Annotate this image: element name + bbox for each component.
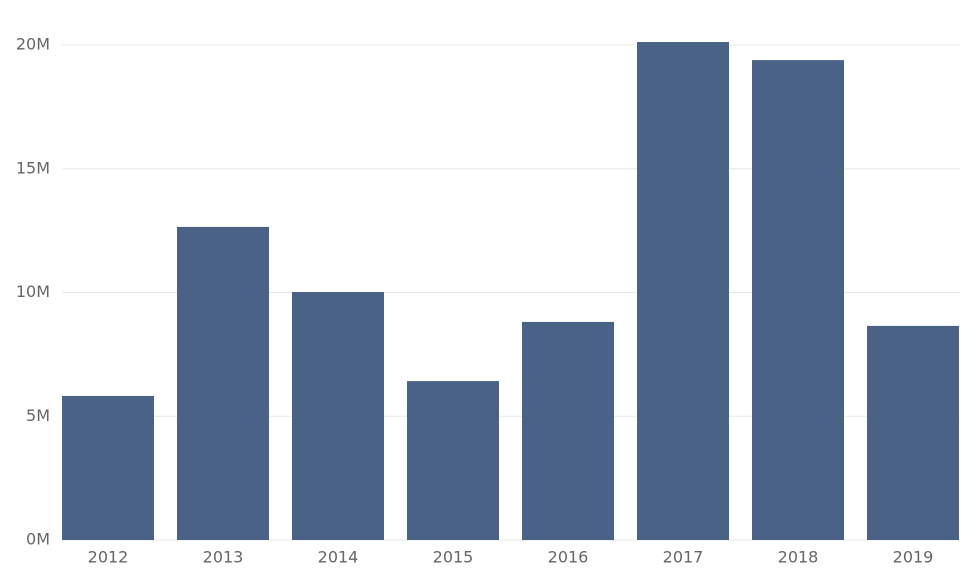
bar	[522, 321, 614, 540]
y-tick-label: 20M	[16, 35, 50, 54]
bar	[752, 60, 844, 540]
bar	[637, 42, 729, 540]
x-tick-label: 2013	[203, 548, 244, 567]
x-tick-label: 2015	[433, 548, 474, 567]
bar	[407, 381, 499, 540]
x-tick-label: 2012	[88, 548, 129, 567]
y-tick-label: 15M	[16, 158, 50, 177]
x-tick-label: 2016	[548, 548, 589, 567]
bar	[177, 226, 269, 540]
x-tick-label: 2019	[893, 548, 934, 567]
x-tick-label: 2017	[663, 548, 704, 567]
bar	[292, 292, 384, 540]
bar	[62, 395, 154, 540]
y-tick-label: 10M	[16, 282, 50, 301]
y-tick-label: 5M	[26, 406, 50, 425]
bar	[867, 325, 959, 540]
x-tick-label: 2014	[318, 548, 359, 567]
x-tick-label: 2018	[778, 548, 819, 567]
y-tick-label: 0M	[26, 530, 50, 549]
